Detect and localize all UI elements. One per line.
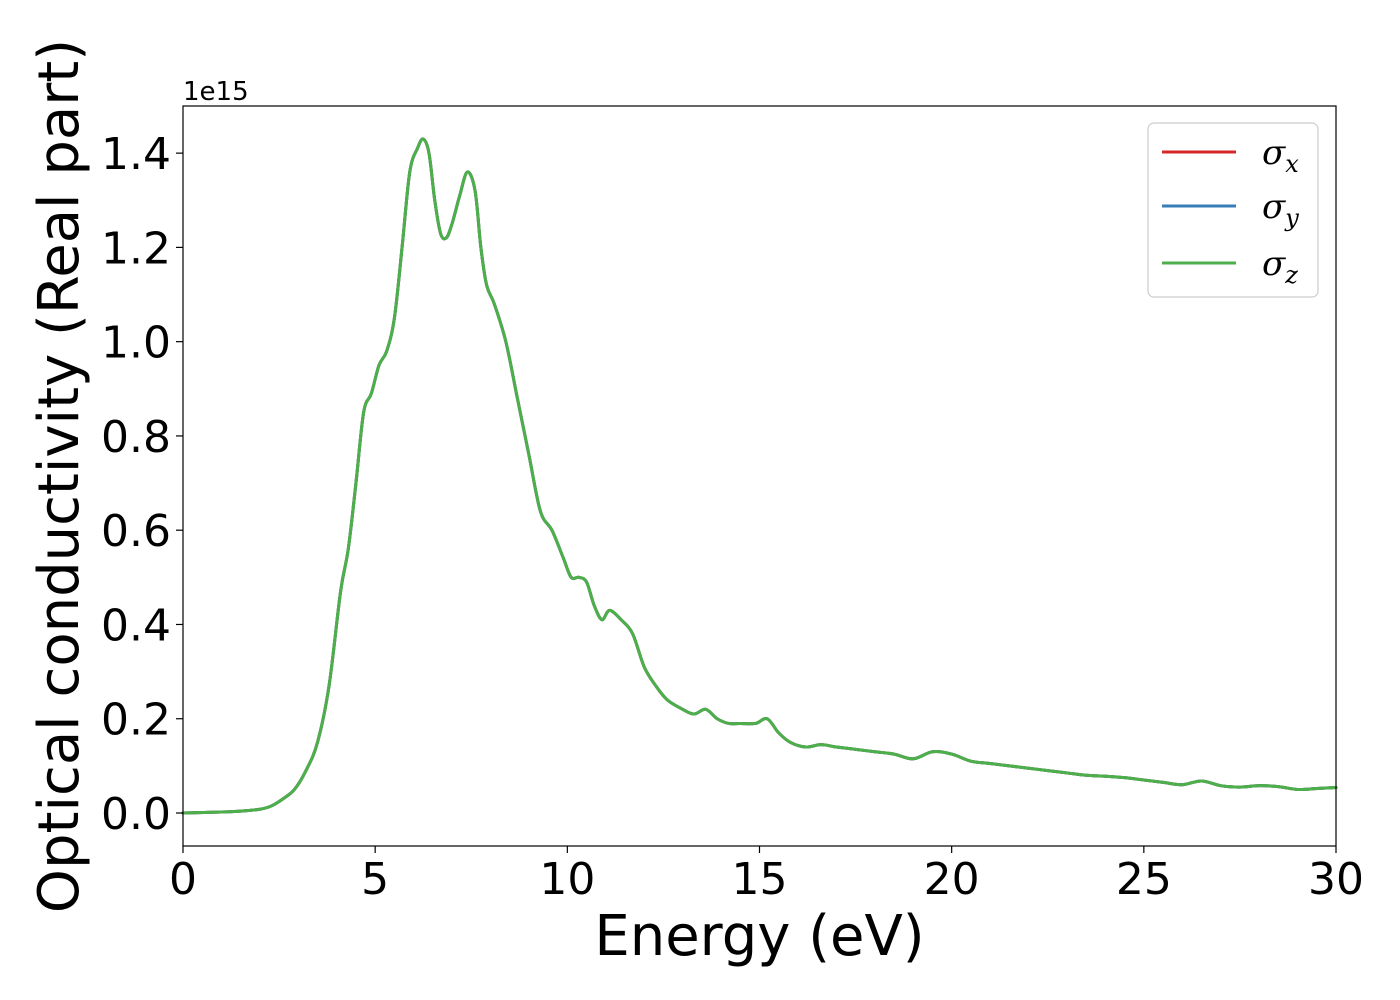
y-axis-label: Optical conductivity (Real part) <box>27 39 92 913</box>
x-tick-label: 5 <box>361 854 389 905</box>
y-tick-label: 1.0 <box>101 318 171 369</box>
legend-label-x: σx <box>1262 133 1299 178</box>
y-tick-label: 1.2 <box>101 223 171 274</box>
x-tick-label: 30 <box>1308 854 1364 905</box>
y-tick-label: 0.4 <box>101 600 171 651</box>
x-tick-label: 25 <box>1116 854 1172 905</box>
y-offset-text: 1e15 <box>183 77 249 107</box>
legend-label-y: σy <box>1262 187 1299 232</box>
legend-label-z: σz <box>1262 244 1298 289</box>
y-tick-label: 1.4 <box>101 129 171 180</box>
series-line-z <box>181 137 1338 815</box>
y-tick-label: 0.6 <box>101 506 171 557</box>
x-tick-label: 15 <box>732 854 788 905</box>
legend: σx σy σz <box>1147 122 1319 298</box>
x-tick-label: 20 <box>924 854 980 905</box>
x-tick-label: 10 <box>539 854 595 905</box>
x-axis-ticks: 0 5 10 15 20 25 30 <box>169 846 1364 905</box>
x-tick-label: 0 <box>169 854 197 905</box>
x-axis-label: Energy (eV) <box>594 904 924 969</box>
y-tick-label: 0.0 <box>101 789 171 840</box>
legend-box <box>1147 122 1319 298</box>
y-tick-label: 0.2 <box>101 695 171 746</box>
series-layer <box>181 137 1338 815</box>
y-axis-ticks: 0.0 0.2 0.4 0.6 0.8 1.0 1.2 1.4 <box>101 129 183 840</box>
y-tick-label: 0.8 <box>101 412 171 463</box>
